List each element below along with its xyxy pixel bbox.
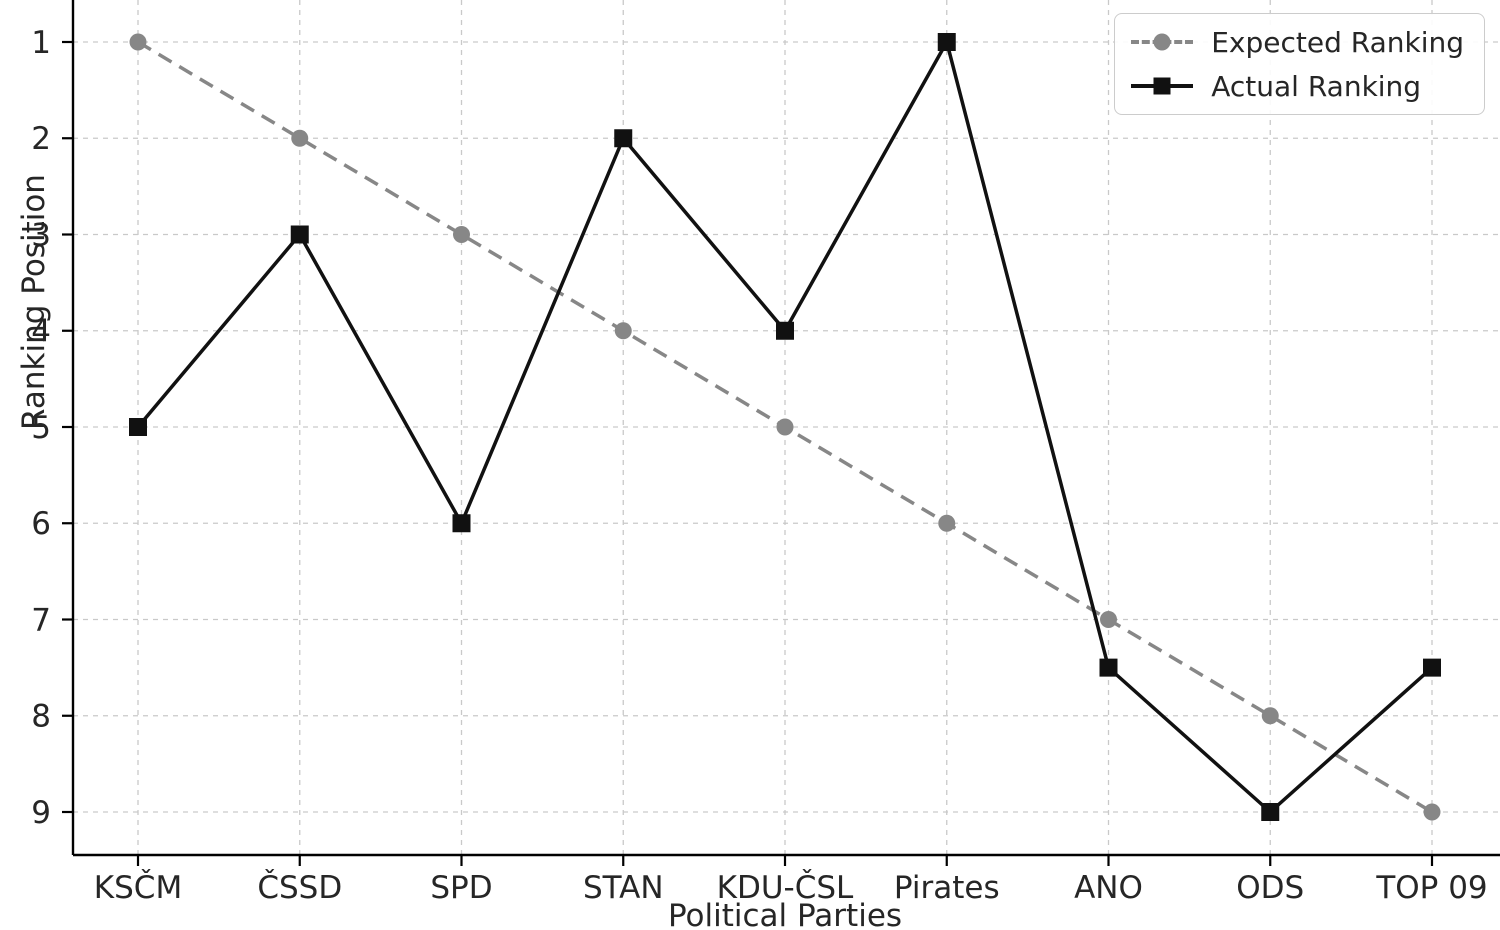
x-tick-label: SPD [430, 870, 492, 906]
legend-item-expected-ranking: Expected Ranking [1131, 25, 1464, 59]
data-point-marker [129, 418, 147, 436]
data-point-marker [129, 33, 147, 51]
x-tick-label: KSČM [94, 869, 182, 906]
x-tick-label: Pirates [894, 870, 1000, 906]
y-tick-label: 3 [31, 217, 51, 253]
y-tick-label: 9 [31, 795, 51, 831]
data-point-marker [290, 225, 309, 244]
y-tick-label: 5 [31, 410, 51, 446]
data-point-marker [938, 514, 956, 532]
y-tick-label: 2 [31, 121, 51, 157]
data-point-marker [614, 322, 632, 340]
data-point-marker [452, 514, 471, 533]
legend-item-actual-ranking: Actual Ranking [1131, 69, 1464, 103]
data-point-marker [1100, 611, 1117, 628]
y-tick-label: 8 [31, 699, 51, 735]
data-point-marker [937, 33, 956, 51]
data-point-marker [1423, 658, 1441, 677]
x-tick-label: ČSSD [257, 869, 342, 906]
legend-label-actual-ranking: Actual Ranking [1211, 69, 1422, 103]
legend-label-expected-ranking: Expected Ranking [1211, 25, 1464, 59]
y-tick-label: 7 [31, 602, 51, 638]
data-point-marker [1261, 803, 1280, 821]
x-tick-label: ODS [1236, 870, 1304, 906]
dashed-line-circle-marker-icon [1131, 32, 1194, 52]
y-tick-label: 1 [31, 25, 51, 61]
data-point-marker [453, 226, 470, 243]
x-tick-label: TOP 09 [1375, 870, 1487, 906]
x-tick-label: KDU-ČSL [717, 869, 854, 906]
solid-line-square-marker-icon [1131, 76, 1194, 96]
data-point-marker [1261, 707, 1279, 725]
x-tick-label: ANO [1074, 870, 1143, 906]
data-point-marker [291, 129, 309, 147]
y-tick-label: 4 [31, 314, 51, 350]
y-tick-label: 6 [31, 506, 51, 542]
legend: Expected Ranking Actual Ranking [1114, 13, 1485, 115]
data-point-marker [776, 418, 794, 436]
data-point-marker [614, 129, 633, 148]
x-axis-title: Political Parties [667, 898, 903, 930]
data-point-marker [776, 321, 794, 340]
x-tick-label: STAN [583, 870, 664, 906]
data-point-marker [1423, 803, 1441, 821]
y-axis-title: Ranking Position [16, 174, 52, 430]
data-point-marker [1099, 658, 1118, 677]
